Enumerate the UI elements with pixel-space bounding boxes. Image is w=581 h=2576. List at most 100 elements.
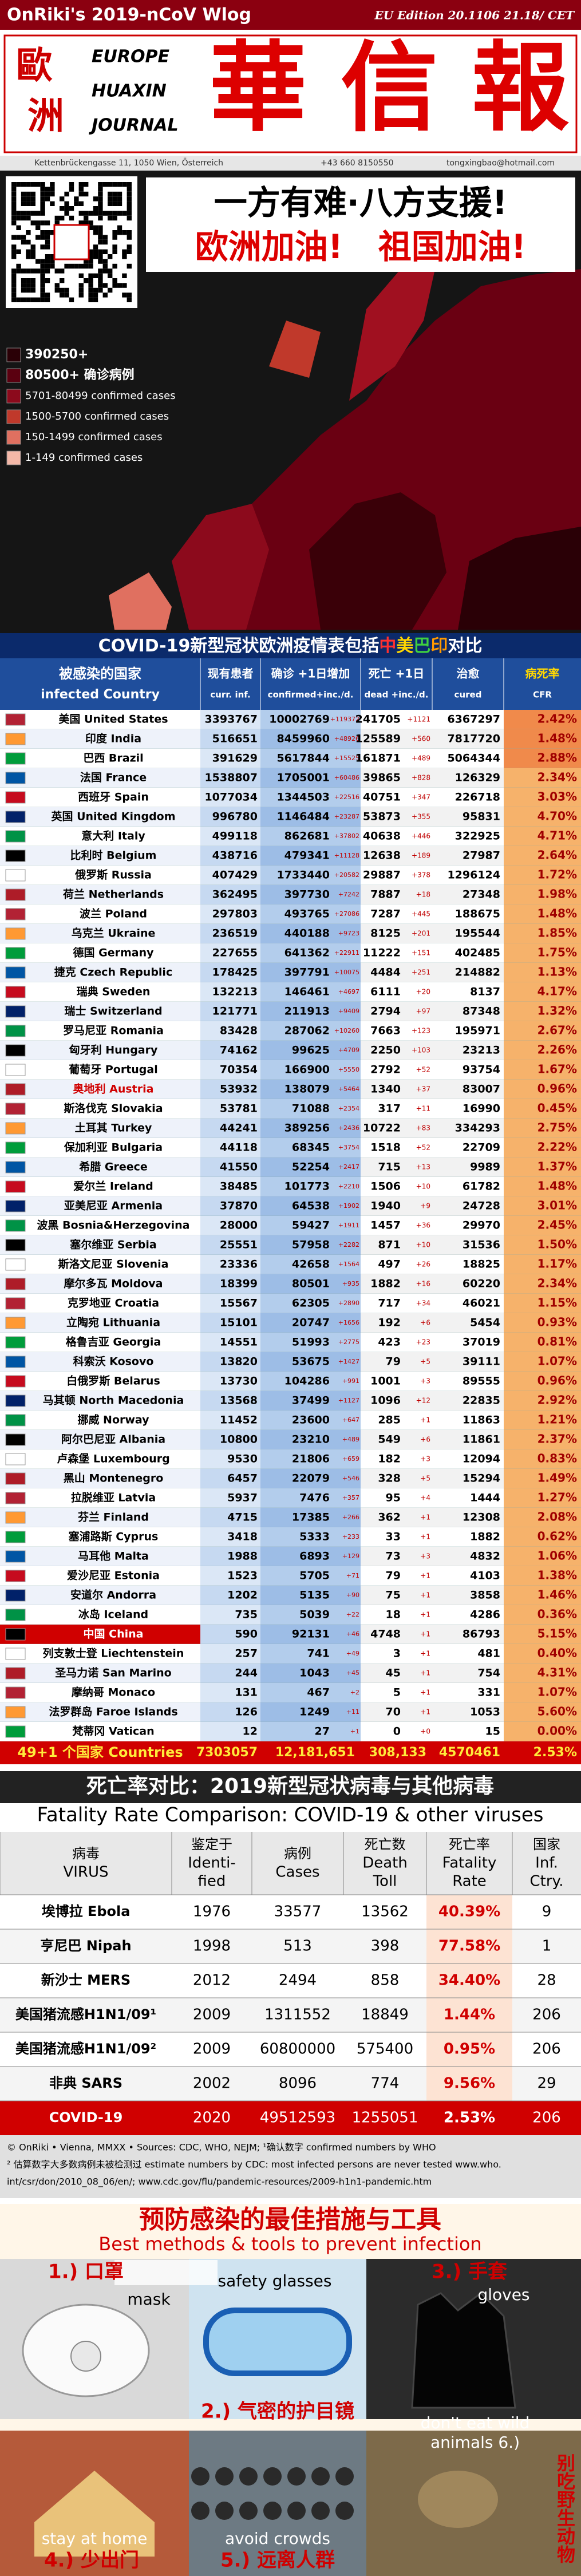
name-cell	[0, 846, 200, 866]
cured-cell	[432, 1566, 504, 1586]
conf-cell	[260, 1294, 361, 1313]
flag	[5, 1083, 26, 1096]
flag	[5, 1103, 26, 1115]
confirmed: 68345	[292, 1141, 330, 1154]
dead-cell	[361, 1274, 432, 1294]
conf-cell	[260, 768, 361, 788]
qr-module	[21, 239, 26, 245]
flag	[5, 1278, 26, 1290]
current-infected: 25551	[220, 1239, 258, 1251]
comparison-cell: 2494	[279, 1972, 317, 1989]
curr-cell	[200, 1488, 260, 1508]
cured: 39111	[463, 1356, 500, 1368]
cured-cell	[432, 982, 504, 1002]
prevention-label: 2.) 气密的护目镜	[201, 2400, 354, 2423]
qr-module	[50, 187, 55, 192]
dead: 1457	[370, 1219, 401, 1232]
qr-module	[21, 297, 26, 302]
qr-module	[122, 273, 127, 278]
qr-module	[93, 230, 98, 235]
map-region	[269, 321, 321, 378]
flag	[5, 1589, 26, 1602]
qr-module	[11, 182, 17, 187]
flag	[5, 752, 26, 765]
name-cell	[0, 1333, 200, 1352]
qr-module	[40, 283, 45, 288]
cfr-cell	[504, 1196, 581, 1216]
map-region	[309, 492, 446, 630]
current-infected: 236519	[212, 927, 258, 940]
flag	[5, 1025, 26, 1037]
cfr: 1.37%	[537, 1160, 577, 1174]
confirmed-increase: +9723	[338, 930, 359, 937]
name-cell	[0, 1235, 200, 1255]
confirmed: 741	[307, 1647, 330, 1660]
name-cell	[0, 1586, 200, 1605]
cfr: 2.88%	[537, 751, 577, 765]
cured-cell	[432, 1586, 504, 1605]
cfr: 1.48%	[537, 732, 577, 745]
header-zh: 现有患者	[208, 667, 254, 681]
current-infected: 407429	[212, 869, 258, 882]
dead-cell	[361, 1449, 432, 1469]
confirmed-increase: +2890	[338, 1299, 359, 1307]
cfr: 0.93%	[537, 1315, 577, 1329]
map-region	[172, 504, 269, 630]
masthead-name: 華 信 報	[210, 31, 569, 145]
qr-module	[98, 187, 103, 192]
cured-cell	[432, 1255, 504, 1274]
qr-module	[93, 287, 98, 293]
conf-cell	[260, 1119, 361, 1138]
qr-module	[40, 187, 45, 192]
comparison-cell: 2.53%	[444, 2109, 495, 2127]
dead: 2250	[370, 1044, 401, 1057]
conf-cell	[260, 1430, 361, 1449]
qr-module	[40, 273, 45, 278]
curr-cell	[200, 1352, 260, 1372]
qr-module	[117, 191, 122, 197]
current-infected: 391629	[212, 752, 258, 765]
flag	[5, 1609, 26, 1621]
qr-module	[64, 287, 69, 293]
qr-module	[40, 259, 45, 264]
address-bar	[0, 156, 581, 171]
qr-module	[69, 182, 74, 187]
current-infected: 244	[235, 1667, 258, 1680]
name-cell	[0, 1722, 200, 1741]
qr-module	[122, 211, 127, 216]
dead: 285	[378, 1414, 401, 1427]
name-cell	[0, 1372, 200, 1391]
comparison-header: fied	[198, 1873, 226, 1890]
curr-cell	[200, 1119, 260, 1138]
confirmed: 1146484	[276, 811, 330, 823]
flag	[5, 1317, 26, 1329]
name-cell	[0, 1391, 200, 1411]
confirmed-increase: +20582	[334, 871, 359, 879]
cfr: 0.83%	[537, 1452, 577, 1465]
header-zh: 病死率	[525, 667, 560, 681]
qr-module	[45, 244, 50, 250]
comparison-cell: 40.39%	[438, 1903, 500, 1921]
qr-module	[88, 297, 93, 302]
name-cell	[0, 885, 200, 904]
qr-module	[122, 230, 127, 235]
qr-module	[108, 273, 113, 278]
qr-module	[26, 211, 31, 216]
confirmed-increase: +2775	[338, 1338, 359, 1346]
confirmed: 5617844	[276, 752, 330, 765]
qr-module	[69, 206, 74, 211]
comparison-header: Fatality	[442, 1855, 497, 1872]
curr-cell	[200, 963, 260, 982]
comparison-header: Identi-	[188, 1855, 235, 1872]
cfr-cell	[504, 943, 581, 963]
qr-module	[78, 287, 84, 293]
cured: 27987	[463, 850, 500, 862]
current-infected: 44241	[220, 1122, 258, 1135]
conf-cell	[260, 1080, 361, 1099]
qr-module	[112, 211, 117, 216]
flag	[5, 791, 26, 804]
dead-increase: +37	[416, 1085, 430, 1093]
country: 瑞士 Switzerland	[64, 1005, 162, 1018]
confirmed: 287062	[284, 1025, 330, 1037]
